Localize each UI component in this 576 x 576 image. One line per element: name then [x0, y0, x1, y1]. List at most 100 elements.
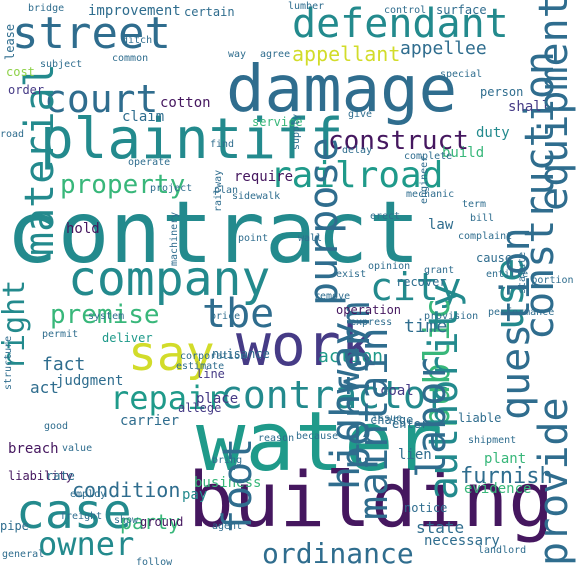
- word-allege: allege: [178, 401, 222, 415]
- word-liable: liable: [458, 411, 502, 425]
- word-permit: permit: [42, 329, 79, 340]
- word-agent: agent: [212, 521, 243, 532]
- word-construct: construct: [328, 126, 469, 156]
- word-plant: plant: [484, 451, 527, 467]
- word-claim: claim: [122, 109, 165, 125]
- word-common: common: [112, 53, 149, 64]
- word-employ: employ: [70, 489, 107, 500]
- word-appellee: appellee: [400, 38, 487, 59]
- word-find: find: [210, 139, 235, 150]
- word-tbe: tbe: [202, 291, 275, 337]
- word-cost: cost: [6, 65, 35, 79]
- word-shall: shall: [508, 99, 551, 115]
- word-owner: owner: [38, 525, 135, 563]
- word-complete: complete: [404, 151, 453, 162]
- word-pipe: pipe: [0, 519, 29, 533]
- word-furnish: furnish: [460, 464, 553, 489]
- word-way: way: [228, 49, 247, 60]
- word-case: case: [16, 484, 132, 540]
- word-highway: highway: [323, 321, 369, 490]
- word-carrier: carrier: [120, 413, 180, 429]
- word-equipment: equipment: [531, 0, 576, 211]
- word-point: point: [238, 233, 269, 244]
- word-lumber: lumber: [288, 1, 325, 12]
- word-opinion: opinion: [368, 261, 411, 272]
- word-act: act: [30, 378, 59, 397]
- word-because: because: [296, 431, 339, 442]
- word-labor: labor: [409, 357, 455, 478]
- word-order: order: [8, 83, 45, 97]
- word-provide: provide: [531, 397, 576, 566]
- word-mechanic: mechanic: [406, 189, 455, 200]
- word-lien: lien: [398, 447, 432, 463]
- word-notice: notice: [404, 501, 448, 515]
- word-recover: recover: [396, 275, 447, 289]
- word-follow: follow: [136, 557, 173, 568]
- word-bridge: bridge: [28, 3, 65, 14]
- word-property: property: [60, 170, 186, 200]
- word-give: give: [348, 109, 373, 120]
- word-certain: certain: [184, 5, 235, 19]
- word-good: good: [44, 421, 69, 432]
- word-wall: wall: [298, 233, 323, 244]
- word-evidence: evidence: [464, 481, 532, 497]
- word-contract: contract: [6, 183, 421, 283]
- word-erect: erect: [370, 211, 401, 222]
- word-surface: surface: [436, 3, 487, 17]
- word-cotton: cotton: [160, 95, 211, 111]
- word-purpose: purpose: [301, 137, 347, 306]
- word-duty: duty: [476, 125, 510, 141]
- word-plan: plan: [214, 185, 239, 196]
- word-general: general: [2, 549, 45, 560]
- word-pay: pay: [182, 487, 208, 503]
- word-freight: freight: [60, 511, 103, 522]
- word-term: term: [462, 199, 487, 210]
- word-control: control: [384, 5, 427, 16]
- word-entitle: entitle: [486, 269, 529, 280]
- word-issue: issue: [372, 413, 403, 424]
- word-defendant: defendant: [292, 1, 509, 47]
- word-city: city: [370, 265, 462, 309]
- word-action: action: [318, 346, 384, 367]
- word-agree: agree: [260, 49, 291, 60]
- word-lease: lease: [3, 23, 17, 60]
- word-hold: hold: [66, 221, 100, 237]
- word-price: price: [210, 311, 241, 322]
- word-service: service: [252, 115, 303, 129]
- word-business: business: [194, 475, 262, 491]
- word-bring: bring: [212, 455, 243, 466]
- word-charge: charge: [370, 413, 414, 427]
- word-corporation: corporation: [180, 351, 247, 362]
- word-contractor: contractor: [220, 373, 449, 417]
- word-landlord: landlord: [478, 545, 527, 556]
- word-road: road: [0, 129, 25, 140]
- word-building: building: [188, 455, 555, 544]
- word-require: require: [234, 169, 294, 185]
- word-railway: railway: [213, 169, 224, 212]
- word-shipment: shipment: [468, 435, 517, 446]
- word-plaintiff: plaintiff: [40, 107, 344, 172]
- word-express: express: [350, 317, 393, 328]
- word-say: say: [128, 326, 215, 382]
- word-estimate: estimate: [176, 361, 225, 372]
- word-breach: breach: [8, 441, 59, 457]
- word-special: special: [440, 69, 483, 80]
- word-coal: coal: [380, 383, 414, 399]
- word-judgment: judgment: [56, 373, 124, 389]
- word-appellant: appellant: [292, 42, 401, 66]
- word-machinery: machinery: [169, 211, 180, 266]
- word-court: court: [44, 77, 159, 121]
- word-provision: provision: [424, 311, 479, 322]
- word-nuisance: nuisance: [212, 347, 270, 361]
- word-damage: damage: [226, 53, 458, 127]
- word-time: time: [404, 316, 448, 337]
- word-exist: exist: [336, 269, 367, 280]
- word-project: project: [150, 183, 193, 194]
- word-complaint: complaint: [458, 231, 513, 242]
- word-sidewalk: sidewalk: [232, 191, 281, 202]
- word-reason: reason: [258, 433, 295, 444]
- word-street: street: [12, 8, 171, 59]
- word-cause: cause: [476, 251, 513, 265]
- word-person: person: [480, 85, 524, 99]
